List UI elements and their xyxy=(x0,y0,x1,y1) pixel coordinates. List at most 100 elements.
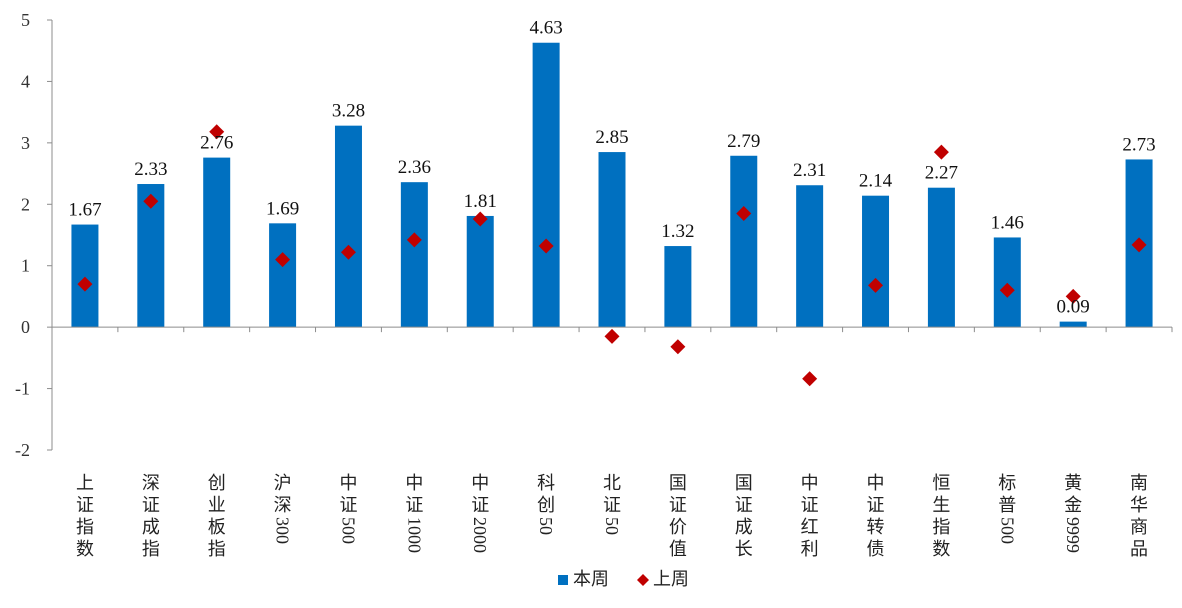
x-category-label-part: 数 xyxy=(76,539,94,559)
x-category-label-part: 中 xyxy=(471,473,489,493)
bar xyxy=(466,215,494,328)
x-category-label-part: 证 xyxy=(142,495,160,515)
x-category-label-part: 证 xyxy=(735,495,753,515)
x-category-label-part: 指 xyxy=(142,539,160,559)
data-label: 2.85 xyxy=(595,127,628,148)
x-category-label-part: 国 xyxy=(669,473,687,493)
x-category-label-part: 证 xyxy=(405,495,423,515)
x-category-label-part: 值 xyxy=(669,539,687,559)
x-category-label-part: 债 xyxy=(867,539,885,559)
x-category-label-part: 中 xyxy=(867,473,885,493)
bar xyxy=(993,237,1021,328)
marker-point xyxy=(340,244,356,260)
x-category-label-part: 科 xyxy=(537,473,555,493)
marker-point xyxy=(406,232,422,248)
x-category-label-part: 1000 xyxy=(404,517,424,553)
data-label: 2.31 xyxy=(793,160,826,181)
y-tick-label: 4 xyxy=(21,71,30,91)
data-label: 1.81 xyxy=(464,191,497,212)
x-axis-labels: 上证指数深证成指创业板指沪深300中证500中证1000中证2000科创50北证… xyxy=(76,473,1148,559)
x-category-label-part: 中 xyxy=(405,473,423,493)
marker-point xyxy=(868,277,884,293)
legend-label: 本周 xyxy=(573,569,609,589)
legend: 本周 上周 xyxy=(558,569,689,589)
data-label: 2.14 xyxy=(859,171,893,192)
legend-swatch-bar xyxy=(558,575,568,585)
data-label: 1.69 xyxy=(266,198,299,219)
x-category-label-part: 500 xyxy=(997,517,1017,544)
x-category-label-part: 9999 xyxy=(1063,517,1083,553)
bar xyxy=(400,182,428,328)
data-label: 1.32 xyxy=(661,221,694,242)
y-tick-label: 5 xyxy=(21,10,30,30)
data-label: 2.79 xyxy=(727,131,760,152)
x-category-label-part: 转 xyxy=(867,517,885,537)
x-category-label-part: 华 xyxy=(1130,495,1148,515)
marker-point xyxy=(736,206,752,221)
data-label: 2.73 xyxy=(1122,134,1155,155)
marker-point xyxy=(472,211,488,227)
data-label: 1.46 xyxy=(991,212,1024,233)
x-category-label-part: 国 xyxy=(735,473,753,493)
data-label: 0.09 xyxy=(1057,297,1090,318)
y-tick-label: -1 xyxy=(15,379,30,399)
data-label: 2.27 xyxy=(925,163,958,184)
bar xyxy=(730,155,758,328)
data-label: 2.76 xyxy=(200,133,233,154)
y-tick-label: -2 xyxy=(15,440,30,460)
marker-point xyxy=(999,282,1015,298)
data-labels: 1.67 2.33 2.76 1.69 3.28 2.36 1.81 4.63 2.85 1.32… xyxy=(68,18,1155,318)
x-category-label-part: 黄 xyxy=(1064,473,1082,493)
bar xyxy=(532,42,560,328)
marker-point xyxy=(538,238,554,254)
marker-point xyxy=(802,371,818,387)
bar xyxy=(598,152,626,328)
x-category-label-part: 商 xyxy=(1130,517,1148,537)
x-category-label-part: 恒 xyxy=(932,473,950,493)
legend-label: 上周 xyxy=(653,569,689,589)
marker-series xyxy=(77,124,1147,387)
x-category-label-part: 生 xyxy=(932,495,950,515)
data-label: 4.63 xyxy=(529,18,562,39)
data-label: 2.36 xyxy=(398,157,431,178)
x-category-label-part: 中 xyxy=(339,473,357,493)
x-category-label-part: 业 xyxy=(208,495,226,515)
data-label: 2.33 xyxy=(134,159,167,180)
marker-point xyxy=(143,193,159,209)
bar xyxy=(203,157,231,328)
x-category-label-part: 板 xyxy=(208,517,226,537)
bar xyxy=(1059,321,1087,328)
x-category-label-part: 金 xyxy=(1064,495,1082,515)
x-category-label-part: 证 xyxy=(669,495,687,515)
bar xyxy=(927,187,955,328)
x-category-label-part: 指 xyxy=(932,517,950,537)
legend-swatch-marker xyxy=(637,574,649,586)
y-axis: -2 -1 0 1 2 3 4 5 xyxy=(15,10,53,460)
x-category-label-part: 成 xyxy=(735,517,753,537)
marker-point xyxy=(933,144,949,160)
x-category-label-part: 北 xyxy=(603,473,621,493)
bar xyxy=(71,224,99,328)
x-category-label-part: 利 xyxy=(801,539,819,559)
marker-point xyxy=(209,124,225,140)
marker-point xyxy=(77,276,93,292)
x-category-label-part: 证 xyxy=(76,495,94,515)
bar xyxy=(269,223,297,328)
x-category-label-part: 价 xyxy=(669,517,687,537)
x-category-label-part: 500 xyxy=(338,517,358,544)
marker-point xyxy=(1065,288,1081,304)
x-category-label-part: 指 xyxy=(76,517,94,537)
y-tick-label: 0 xyxy=(21,317,30,337)
x-category-label-part: 成 xyxy=(142,517,160,537)
